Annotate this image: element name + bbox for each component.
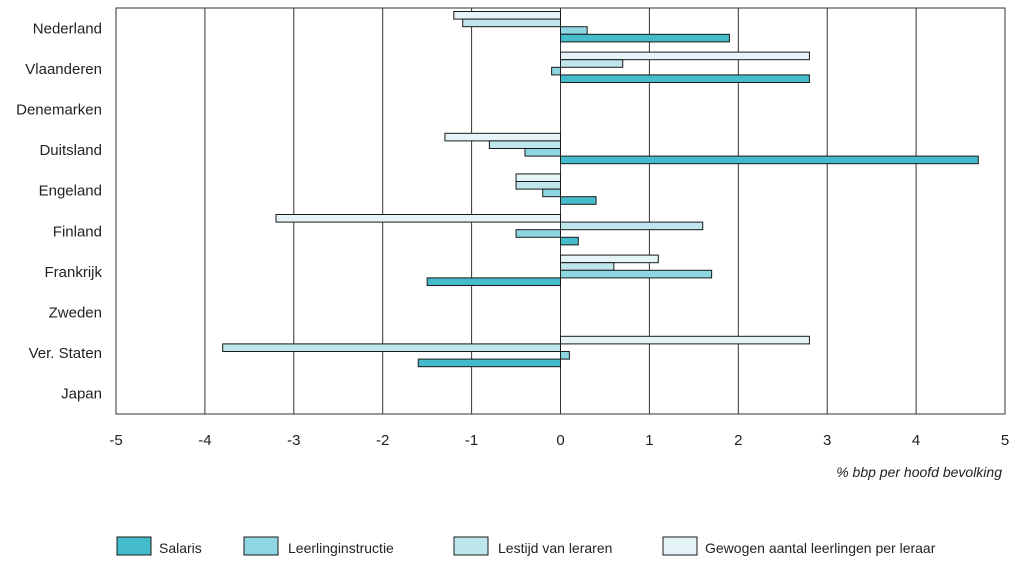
bar-nederland-s3	[560, 33, 730, 43]
bar-vlaanderen-s1	[560, 59, 624, 68]
x-tick-label-4: -1	[465, 432, 478, 449]
bar-vlaanderen-s0	[560, 51, 810, 61]
category-label: Ver. Staten	[29, 345, 102, 362]
bar-vlaanderen-s3	[560, 74, 810, 84]
x-tick-label-1: -4	[198, 432, 211, 449]
bar-duitsland-s1	[488, 140, 562, 149]
category-label: Japan	[61, 386, 102, 403]
bar-nederland-s1	[462, 18, 561, 28]
legend-swatch-0	[116, 536, 152, 556]
bar-duitsland-s0	[444, 132, 561, 142]
category-label: Frankrijk	[44, 264, 102, 281]
legend-swatch-3	[662, 536, 698, 556]
bar-frankrijk-s1	[560, 262, 615, 271]
bar-nederland-s0	[453, 11, 562, 20]
legend-label-0: Salaris	[159, 540, 202, 556]
category-label: Zweden	[49, 305, 102, 322]
bar-finland-s2	[515, 229, 561, 238]
category-label: Vlaanderen	[25, 61, 102, 78]
bar-nederland-s2	[560, 26, 588, 35]
bar-ver-staten-s2	[560, 351, 570, 360]
category-label: Denemarken	[16, 102, 102, 119]
labels-layer: Nederland Vlaanderen Denemarken Duitsland En…	[16, 20, 1009, 449]
bar-engeland-s3	[560, 196, 597, 205]
bar-engeland-s1	[515, 181, 561, 190]
x-tick-label-10: 5	[1001, 432, 1009, 449]
x-tick-label-2: -3	[287, 432, 300, 449]
x-tick-label-3: -2	[376, 432, 389, 449]
category-label: Duitsland	[39, 142, 102, 159]
x-tick-label-0: -5	[109, 432, 122, 449]
x-tick-label-9: 4	[912, 432, 920, 449]
bars-layer	[222, 11, 979, 368]
category-label: Nederland	[33, 20, 102, 37]
x-tick-label-7: 2	[734, 432, 742, 449]
bar-ver-staten-s3	[417, 358, 562, 368]
bar-finland-s1	[560, 221, 704, 231]
bar-engeland-s2	[542, 188, 561, 198]
bar-ver-staten-s1	[222, 343, 561, 352]
bar-engeland-s0	[515, 173, 561, 182]
x-tick-label-5: 0	[556, 432, 564, 449]
bar-duitsland-s3	[560, 155, 979, 165]
bar-finland-s0	[275, 214, 561, 223]
bar-vlaanderen-s2	[551, 66, 561, 76]
plot-frame	[115, 7, 1006, 415]
bar-frankrijk-s0	[560, 254, 659, 264]
frame-layer	[115, 7, 1006, 415]
bar-ver-staten-s0	[560, 335, 810, 345]
legend: Salaris Leerlinginstructie Lestijd van ler…	[116, 536, 936, 556]
bar-duitsland-s2	[524, 148, 562, 157]
legend-label-3: Gewogen aantal leerlingen per leraar	[705, 540, 936, 556]
category-label: Finland	[53, 223, 102, 240]
legend-swatch-1	[243, 536, 279, 556]
x-tick-label-8: 3	[823, 432, 831, 449]
x-axis-title: % bbp per hoofd bevolking	[836, 464, 1002, 480]
bar-frankrijk-s2	[560, 269, 713, 279]
x-tick-label-6: 1	[645, 432, 653, 449]
bar-frankrijk-s3	[426, 277, 561, 286]
legend-label-2: Lestijd van leraren	[498, 540, 612, 556]
legend-swatch-2	[453, 536, 489, 556]
category-label: Engeland	[39, 183, 102, 200]
bar-finland-s3	[560, 236, 579, 246]
legend-label-1: Leerlinginstructie	[288, 540, 394, 556]
